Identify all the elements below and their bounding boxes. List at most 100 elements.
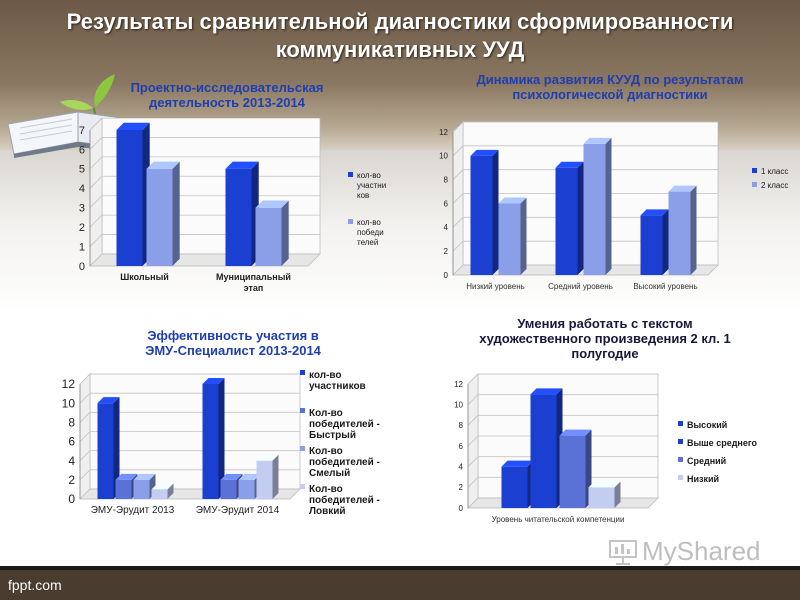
chart4-bar [501, 460, 534, 508]
chart2-bar-side [520, 197, 527, 275]
chart3-bar [202, 378, 225, 499]
chart2-bar-front [470, 155, 493, 275]
chart2-bar-top [555, 161, 584, 168]
chart2-ytick-label: 8 [444, 175, 449, 184]
chart4-bar [530, 388, 563, 508]
chart3-legend-label: кол-во [309, 370, 342, 381]
chart3-legend-label: Смелый [309, 468, 350, 479]
chart4-gridline [467, 414, 658, 426]
chart4-bar-top [588, 481, 621, 488]
chart3-category-label: ЭМУ-Эрудит 2014 [196, 505, 280, 516]
chart2-legend-label: 1 класс [761, 167, 788, 176]
chart4-legend-swatch [678, 475, 683, 480]
chart2-gridline [452, 193, 718, 204]
chart2-bar [498, 197, 527, 275]
chart3-legend-label: победителей - [309, 418, 380, 430]
chart4-bar-front [559, 435, 586, 508]
chart1-bar-top [146, 161, 180, 169]
chart3-ytick-label: 4 [68, 454, 75, 468]
chart1-gridline [89, 156, 320, 170]
chart3-bar-front [220, 479, 237, 499]
chart3-bar-front [151, 489, 168, 499]
chart1-ytick-label: 7 [79, 125, 85, 137]
chart3-bar-top [151, 483, 174, 490]
chart1-category-label: Школьный [120, 272, 169, 282]
chart1-legend-label: победи [357, 228, 384, 237]
chart3-legend-label: Ловкий [309, 506, 346, 517]
chart2-bar [640, 209, 669, 275]
chart4-ytick-label: 0 [459, 504, 464, 513]
chart4-title-text: Умения работать с текстом художественног… [479, 316, 731, 361]
chart4-bar-top [530, 388, 563, 395]
chart1-title-text: Проектно-исследовательская деятельность … [130, 80, 324, 110]
chart3-ytick-label: 10 [62, 396, 76, 410]
chart1-category-label: Муниципальный [216, 272, 291, 282]
chart4-category-label: Уровень читательской компетенции [492, 515, 625, 524]
chart1-bar [146, 161, 180, 266]
chart1-bar-front [146, 168, 173, 266]
chart2-category-label: Средний уровень [548, 282, 613, 291]
chart3-bar-front [238, 479, 255, 499]
chart3-legend-label: победителей - [309, 456, 380, 468]
chart4-bar-top [559, 429, 592, 436]
chart1-bar-top [225, 161, 259, 169]
chart3-bar-front [115, 479, 132, 499]
chart2-gridline [452, 169, 718, 180]
chart1-bar-front [255, 207, 282, 266]
footer-divider [0, 566, 800, 570]
chart1-ytick-label: 3 [79, 203, 85, 215]
chart4-legend-label: Средний [687, 456, 726, 466]
chart2-category-label: Низкий уровень [466, 282, 525, 291]
chart3-legend-swatch [300, 446, 305, 451]
chart3-legend-swatch [300, 484, 305, 489]
chart1-ytick-label: 5 [79, 164, 85, 176]
chart3-bar-side [113, 397, 120, 499]
chart4-ytick-label: 10 [454, 400, 463, 409]
chart3-bar [97, 397, 120, 499]
chart2-bar-top [583, 137, 612, 144]
chart1-bar-top [116, 122, 150, 130]
chart3-bar-front [97, 403, 114, 499]
chart4-bar [559, 429, 592, 508]
chart2-legend-swatch [752, 168, 757, 173]
chart3-legend-label: Быстрый [309, 430, 356, 441]
chart1-bar-front [225, 168, 252, 266]
chart3-gridline [79, 469, 300, 481]
chart3-ytick-label: 12 [62, 377, 76, 391]
chart3-gridline [79, 392, 300, 404]
chart3-bar-front [133, 479, 150, 499]
chart1-gridline [89, 137, 320, 150]
chart3-ytick-label: 6 [68, 435, 75, 449]
chart3-legend-label: участников [309, 381, 366, 392]
chart1-legend-swatch [348, 219, 353, 224]
chart3-gridline [79, 450, 300, 461]
chart4-legend-swatch [678, 439, 683, 444]
chart4-gridline [467, 456, 658, 467]
chart1-legend-label: кол-во [357, 218, 381, 227]
chart4-bar [588, 481, 621, 508]
chart1-ytick-label: 1 [79, 241, 85, 253]
chart3-bar [151, 483, 174, 499]
chart4-ytick-label: 12 [454, 380, 463, 389]
chart2-gridline [452, 145, 718, 157]
chart4-legend-swatch [678, 457, 683, 462]
watermark-text: MyShared [642, 536, 761, 566]
chart2-bar-front [555, 167, 578, 275]
presentation-board-icon [609, 540, 637, 565]
chart3-bar-top [238, 473, 261, 480]
chart3-category-label: ЭМУ-Эрудит 2013 [91, 505, 175, 516]
chart2-legend-swatch [752, 182, 757, 187]
chart3-legend-label: Кол-во [309, 446, 343, 457]
chart3-bar-front [256, 460, 273, 499]
chart3-bar-side [272, 454, 279, 499]
chart4-legend-label: Выше среднего [687, 438, 757, 448]
chart2-bar-front [640, 215, 663, 275]
chart1-bar-side [281, 200, 289, 266]
chart2-bar-side [605, 137, 612, 275]
chart2-bar-side [662, 209, 669, 275]
chart2-bar-top [640, 209, 669, 216]
chart2-bar-top [498, 197, 527, 204]
chart2-category-label: Высокий уровень [633, 282, 697, 291]
chart3-bar-top [220, 473, 243, 480]
